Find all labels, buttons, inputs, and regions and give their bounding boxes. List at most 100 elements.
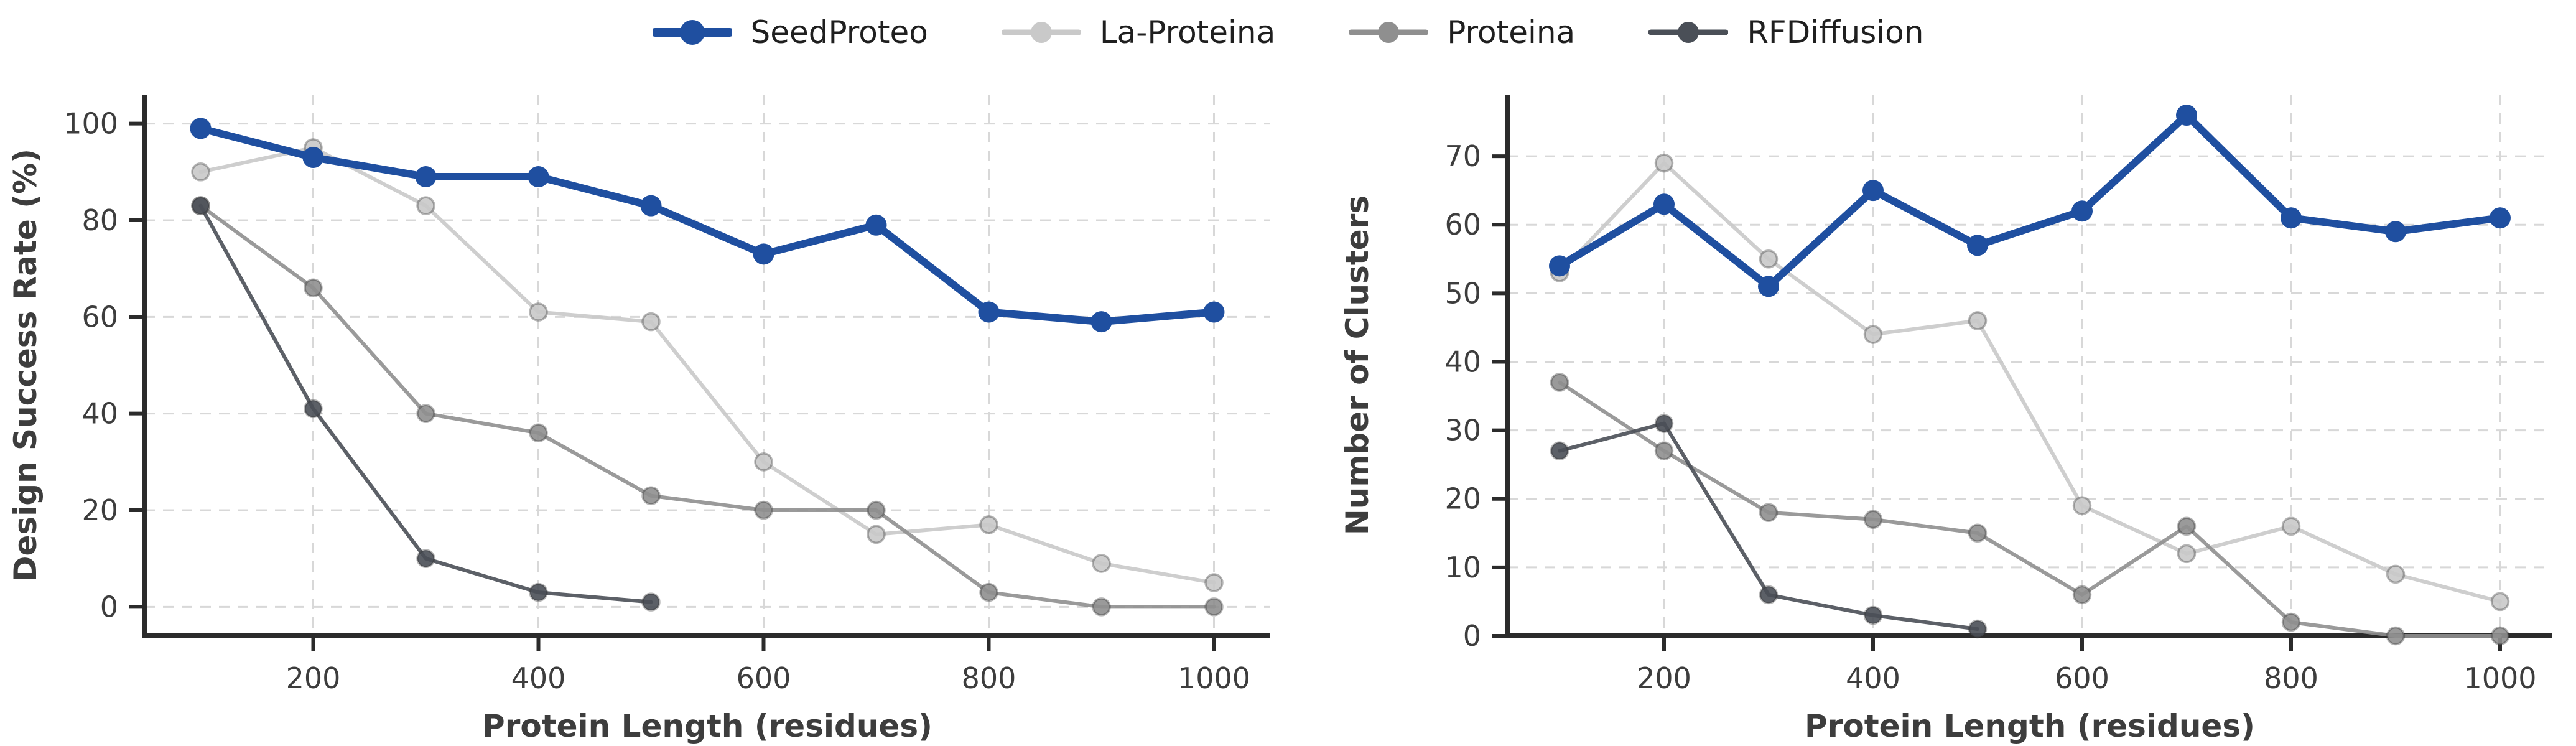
y-tick-label: 70: [1444, 139, 1481, 173]
y-tick-label: 60: [81, 300, 118, 333]
data-point-marker: [641, 312, 661, 332]
y-tick-label: 60: [1444, 208, 1481, 241]
data-point-marker: [1759, 249, 1779, 269]
x-tick-label: 600: [737, 661, 791, 695]
legend-label: RFDiffusion: [1747, 14, 1924, 50]
left-chart-design-success-rate: 0 20 40 60 80 100 200 400 600 800 1000 Protein Leng…: [7, 95, 1270, 744]
legend-label: SeedProteo: [750, 14, 928, 50]
x-tick-label: 200: [1637, 661, 1691, 695]
legend-marker-icon: [1349, 22, 1429, 43]
y-tick-label: 10: [1444, 551, 1481, 584]
legend-item-seedproteo: SeedProteo: [652, 12, 928, 52]
data-point-marker: [1863, 325, 1883, 344]
series-line: [198, 203, 653, 604]
data-point-marker: [2281, 207, 2302, 229]
legend-marker-icon: [1648, 22, 1729, 43]
data-point-marker: [641, 592, 661, 612]
data-point-marker: [753, 243, 774, 265]
data-point-marker: [2071, 200, 2093, 222]
legend-marker-icon: [652, 20, 732, 45]
data-point-marker: [978, 301, 1000, 323]
data-point-marker: [2072, 585, 2092, 605]
legend-label: La-Proteina: [1099, 14, 1276, 50]
data-point-marker: [2385, 221, 2406, 243]
data-point-marker: [304, 278, 323, 297]
y-tick-label: 30: [1444, 414, 1481, 447]
y-tick-label: 50: [1444, 276, 1481, 310]
data-point-marker: [1092, 597, 1111, 617]
series-rfdiffusion: [191, 196, 661, 612]
data-point-marker: [1653, 193, 1675, 215]
series-lines: [190, 118, 1225, 617]
data-point-marker: [1968, 619, 1988, 639]
data-point-marker: [1968, 523, 1988, 543]
data-point-marker: [1968, 311, 1988, 330]
y-tick-label: 40: [81, 397, 118, 431]
data-point-marker: [1092, 554, 1111, 573]
x-tick-label: 600: [2055, 661, 2109, 695]
data-point-marker: [1654, 441, 1674, 460]
legend-item-proteina: Proteina: [1349, 12, 1575, 52]
data-point-marker: [979, 582, 998, 602]
data-point-marker: [754, 452, 773, 472]
data-point-marker: [1550, 373, 1569, 392]
y-tick-label: 20: [81, 493, 118, 527]
data-point-marker: [190, 118, 212, 139]
legend: SeedProteo La-Proteina Proteina RFDiffusion: [0, 4, 2576, 61]
y-tick-label: 80: [81, 203, 118, 237]
legend-label: Proteina: [1447, 14, 1576, 50]
y-tick-label: 0: [1463, 619, 1481, 653]
data-point-marker: [1550, 441, 1569, 460]
series-la-proteina: [1550, 153, 2510, 612]
data-point-marker: [2072, 496, 2092, 516]
x-axis-title: Protein Length (residues): [1805, 708, 2255, 744]
data-point-marker: [528, 166, 549, 188]
data-point-marker: [304, 399, 323, 419]
series-lines: [1549, 105, 2511, 646]
data-point-marker: [1654, 153, 1674, 173]
legend-item-rfdiffusion: RFDiffusion: [1648, 12, 1923, 52]
x-tick-label: 800: [2264, 661, 2318, 695]
data-point-marker: [529, 423, 548, 442]
series-line: [1558, 380, 2502, 638]
data-point-marker: [754, 500, 773, 520]
data-point-marker: [979, 515, 998, 534]
legend-marker-icon: [1001, 22, 1081, 43]
data-point-marker: [416, 404, 435, 423]
data-point-marker: [1759, 585, 1779, 605]
gridlines: [144, 95, 1270, 636]
data-point-marker: [1863, 510, 1883, 529]
y-tick-label: 0: [100, 590, 118, 623]
data-point-marker: [1758, 276, 1779, 297]
series-la-proteina: [191, 138, 1224, 592]
data-point-marker: [2281, 516, 2301, 536]
data-point-marker: [2490, 626, 2510, 646]
data-point-marker: [1654, 414, 1674, 433]
data-point-marker: [2490, 592, 2510, 612]
data-point-marker: [1090, 311, 1112, 333]
data-point-marker: [867, 525, 886, 544]
data-point-marker: [1203, 301, 1225, 323]
data-point-marker: [1204, 573, 1224, 592]
x-tick-label: 400: [511, 661, 566, 695]
x-tick-label: 800: [962, 661, 1016, 695]
data-point-marker: [867, 500, 886, 520]
data-point-marker: [1204, 597, 1224, 617]
y-tick-label: 100: [63, 107, 118, 141]
x-tick-label: 1000: [1178, 661, 1250, 695]
data-point-marker: [415, 166, 437, 188]
series-seedproteo: [1549, 105, 2511, 297]
data-point-marker: [865, 214, 887, 236]
legend-item-la-proteina: La-Proteina: [1001, 12, 1276, 52]
series-line: [1558, 161, 2502, 604]
y-axis-title: Design Success Rate (%): [7, 149, 44, 582]
x-axis-title: Protein Length (residues): [482, 708, 932, 744]
series-line: [1556, 111, 2504, 291]
data-point-marker: [529, 302, 548, 322]
data-point-marker: [1863, 605, 1883, 625]
axis-text: 0 10 20 30 40 50 60 70 200 400 600 800 1000 Protein L…: [1339, 139, 2537, 744]
data-point-marker: [191, 196, 210, 215]
y-axis-title: Number of Clusters: [1339, 195, 1375, 535]
data-point-marker: [2281, 612, 2301, 632]
